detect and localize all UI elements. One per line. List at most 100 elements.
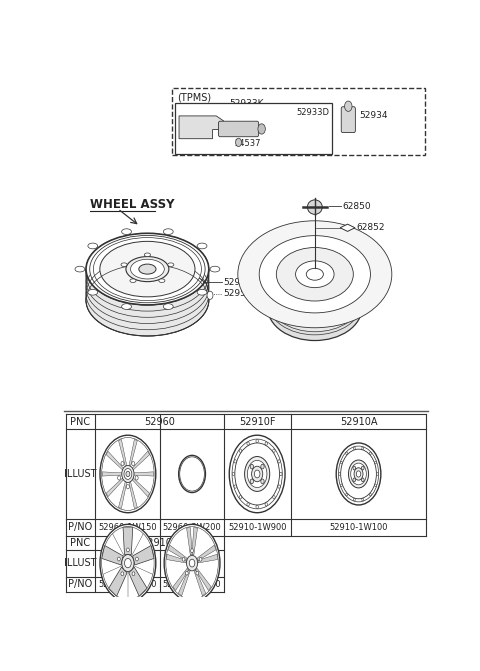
Polygon shape (123, 527, 133, 554)
Circle shape (353, 447, 355, 450)
Ellipse shape (307, 200, 322, 214)
Circle shape (199, 558, 202, 561)
Ellipse shape (168, 263, 174, 266)
Circle shape (336, 443, 381, 505)
Polygon shape (86, 269, 209, 336)
Circle shape (126, 484, 130, 489)
Polygon shape (106, 452, 124, 470)
Text: 52910A: 52910A (340, 417, 377, 427)
Polygon shape (129, 567, 147, 597)
Circle shape (118, 557, 120, 561)
Polygon shape (119, 440, 127, 467)
Circle shape (362, 447, 364, 450)
Circle shape (245, 456, 270, 491)
Circle shape (102, 527, 154, 599)
Circle shape (235, 443, 279, 505)
Polygon shape (192, 527, 198, 555)
Circle shape (273, 496, 275, 499)
Polygon shape (133, 472, 154, 476)
FancyBboxPatch shape (218, 121, 259, 137)
Polygon shape (129, 440, 137, 467)
Ellipse shape (268, 275, 362, 341)
Ellipse shape (86, 234, 209, 305)
Polygon shape (102, 472, 122, 476)
Circle shape (191, 549, 193, 553)
Text: 52933D: 52933D (297, 109, 330, 117)
Ellipse shape (100, 242, 195, 297)
Circle shape (122, 466, 134, 482)
Text: 52910B: 52910B (141, 538, 179, 548)
Text: 52960-1W150: 52960-1W150 (98, 523, 157, 532)
Polygon shape (179, 570, 190, 596)
Circle shape (370, 452, 372, 455)
Circle shape (122, 554, 134, 572)
Text: 52910-1W100: 52910-1W100 (329, 523, 388, 532)
Circle shape (354, 468, 363, 480)
Text: WHEEL ASSY: WHEEL ASSY (90, 198, 174, 211)
Ellipse shape (86, 264, 209, 336)
Polygon shape (194, 570, 206, 596)
Ellipse shape (197, 289, 207, 295)
Circle shape (118, 476, 120, 480)
Text: (TPMS): (TPMS) (177, 93, 211, 103)
Circle shape (185, 571, 188, 575)
Text: PNC: PNC (71, 538, 91, 548)
Polygon shape (132, 452, 150, 470)
Ellipse shape (144, 253, 151, 256)
Circle shape (265, 442, 267, 445)
Polygon shape (187, 527, 192, 555)
Polygon shape (119, 481, 127, 509)
Circle shape (356, 471, 361, 477)
Circle shape (346, 452, 348, 455)
Polygon shape (196, 568, 211, 590)
Circle shape (250, 479, 253, 484)
Circle shape (265, 503, 267, 506)
Text: ILLUST: ILLUST (64, 558, 96, 568)
Polygon shape (102, 546, 123, 565)
Circle shape (236, 138, 241, 146)
FancyBboxPatch shape (341, 107, 355, 133)
FancyBboxPatch shape (175, 103, 332, 154)
Circle shape (341, 449, 376, 499)
Ellipse shape (121, 263, 127, 266)
Text: 52910-1W450: 52910-1W450 (99, 580, 157, 588)
Circle shape (273, 449, 275, 452)
Polygon shape (106, 478, 124, 497)
Circle shape (261, 464, 264, 469)
Circle shape (124, 558, 131, 568)
Circle shape (247, 442, 249, 445)
Circle shape (186, 556, 198, 571)
Circle shape (338, 472, 340, 475)
Circle shape (126, 471, 130, 476)
Circle shape (375, 461, 377, 464)
Text: PNC: PNC (71, 417, 91, 427)
Text: 52910F: 52910F (239, 417, 276, 427)
Circle shape (127, 548, 129, 552)
Circle shape (124, 468, 132, 479)
Circle shape (189, 559, 195, 567)
Circle shape (232, 439, 282, 509)
Circle shape (252, 466, 263, 482)
Circle shape (229, 435, 285, 513)
Text: 52910-1W650: 52910-1W650 (163, 580, 221, 588)
Ellipse shape (121, 229, 132, 234)
Polygon shape (129, 481, 137, 509)
Circle shape (135, 557, 138, 561)
Ellipse shape (130, 279, 136, 282)
Ellipse shape (90, 236, 205, 303)
Text: 52960-3W200: 52960-3W200 (163, 523, 221, 532)
Text: 52933: 52933 (223, 278, 252, 287)
Ellipse shape (210, 266, 220, 272)
Circle shape (361, 478, 364, 482)
Ellipse shape (268, 254, 362, 319)
Circle shape (232, 472, 235, 476)
Ellipse shape (88, 289, 98, 295)
Circle shape (345, 101, 352, 111)
Circle shape (258, 123, 265, 134)
Ellipse shape (268, 266, 362, 331)
Circle shape (132, 462, 135, 466)
Circle shape (102, 437, 154, 511)
Circle shape (250, 464, 253, 469)
Circle shape (121, 572, 124, 576)
Ellipse shape (306, 268, 324, 280)
